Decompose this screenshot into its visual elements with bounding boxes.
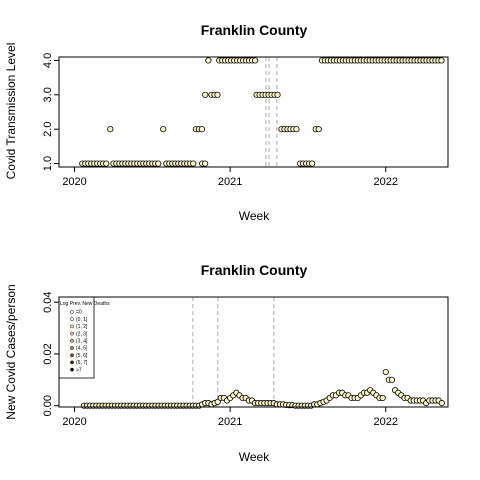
- legend-swatch: [70, 310, 74, 314]
- transmission-level-panel: Franklin County Week Covid Transmission …: [4, 22, 449, 223]
- legend-swatch: [70, 324, 74, 329]
- y-tick-label: 2.0: [42, 122, 54, 137]
- data-point: [252, 57, 259, 64]
- legend-entry-label: (5, 6]: [76, 353, 88, 359]
- legend-entry-label: (6, 7]: [76, 360, 88, 366]
- y-tick-label: 0.00: [42, 395, 54, 416]
- top-chart-title: Franklin County: [201, 22, 308, 38]
- legend-swatch: [70, 353, 74, 358]
- legend-swatch: [70, 360, 74, 365]
- legend-entry-label: (2, 3]: [76, 331, 88, 337]
- data-point: [202, 160, 209, 167]
- y-tick-label: 1.0: [42, 156, 54, 171]
- bottom-y-axis-label: New Covid Cases/person: [4, 284, 18, 419]
- bottom-chart-title: Franklin County: [201, 262, 308, 278]
- legend-box: [58, 296, 95, 379]
- legend-swatch: [70, 317, 74, 322]
- data-point: [198, 126, 206, 133]
- data-point: [205, 57, 212, 64]
- data-point: [293, 126, 300, 133]
- x-tick-label: 2021: [218, 176, 242, 188]
- x-tick-label: 2020: [62, 416, 86, 428]
- data-point: [190, 160, 197, 167]
- legend-swatch: [70, 346, 74, 350]
- data-point: [103, 160, 110, 167]
- legend-entry-label: >7: [76, 367, 82, 373]
- legend-swatch: [70, 367, 74, 372]
- legend-title: Log Prev. New Deaths: [60, 301, 110, 307]
- x-tick-label: 2021: [218, 416, 242, 428]
- data-point: [202, 91, 209, 98]
- x-tick-label: 2022: [374, 176, 398, 188]
- x-tick-label: 2022: [374, 416, 398, 428]
- data-point: [214, 91, 221, 98]
- data-point: [107, 126, 114, 133]
- y-tick-label: 0.02: [42, 343, 54, 364]
- top-y-axis-label: Covid Transmission Level: [4, 43, 18, 180]
- bottom-x-axis-label: Week: [239, 450, 270, 464]
- x-tick-label: 2020: [62, 176, 86, 188]
- data-point: [309, 160, 316, 167]
- y-tick-label: 4.0: [42, 53, 54, 68]
- top-plot-frame: [58, 56, 449, 168]
- legend-swatch: [70, 331, 74, 336]
- data-point: [379, 394, 386, 402]
- top-x-axis-label: Week: [239, 209, 270, 223]
- data-point: [315, 126, 322, 133]
- data-point: [382, 368, 389, 376]
- legend-entry-label: (0, 1]: [76, 317, 88, 323]
- legend-entry-label: (1, 2]: [76, 324, 88, 330]
- data-point: [274, 91, 281, 98]
- new-cases-panel: Franklin County Week New Covid Cases/per…: [4, 262, 449, 464]
- bottom-plot-frame: [58, 296, 449, 408]
- y-tick-label: 3.0: [42, 87, 54, 102]
- data-point: [438, 57, 445, 64]
- legend-entry-label: (3, 4]: [76, 339, 88, 345]
- legend-swatch: [70, 338, 74, 343]
- data-point: [388, 376, 396, 383]
- data-point: [438, 400, 445, 407]
- data-point: [155, 160, 162, 167]
- legend-entry-label: (4, 5]: [76, 346, 88, 352]
- legend: Log Prev. New Deaths =0(0, 1](1, 2](2, 3…: [58, 296, 110, 379]
- legend-entry-label: =0: [76, 310, 82, 316]
- y-tick-label: 0.04: [42, 291, 54, 312]
- data-point: [160, 126, 167, 133]
